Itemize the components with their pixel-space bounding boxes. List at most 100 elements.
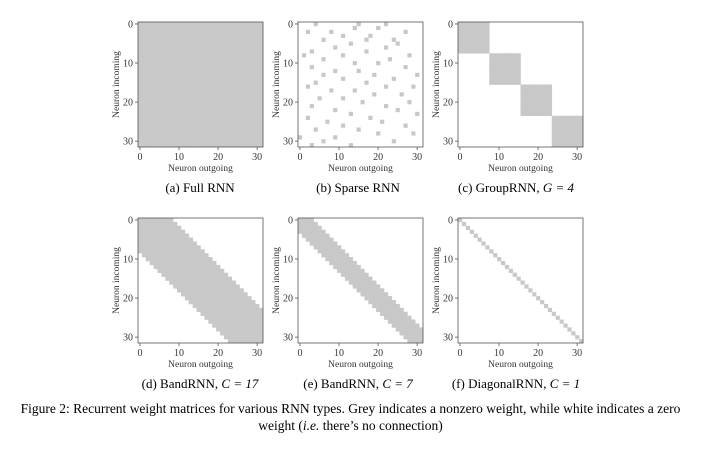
- matrix-cell: [216, 68, 221, 74]
- matrix-cell: [212, 139, 217, 144]
- matrix-cell: [387, 319, 393, 324]
- matrix-cell: [259, 96, 264, 101]
- matrix-cell: [231, 131, 236, 136]
- matrix-cell: [500, 64, 506, 70]
- matrix-cell: [157, 135, 162, 140]
- y-tick-label: 20: [283, 294, 293, 305]
- x-axis-label: Neuron outgoing: [328, 360, 393, 370]
- matrix-cell: [157, 229, 162, 234]
- matrix-cell: [259, 57, 264, 62]
- matrix-cell: [220, 25, 225, 31]
- matrix-cell: [145, 119, 151, 124]
- matrix-cell: [141, 115, 147, 120]
- matrix-cell: [231, 72, 236, 77]
- matrix-cell: [145, 76, 151, 81]
- matrix-cell: [161, 249, 166, 254]
- matrix-cell: [204, 96, 209, 101]
- matrix-cell: [477, 25, 482, 31]
- matrix-cell: [165, 233, 170, 238]
- matrix-cell: [383, 104, 389, 109]
- matrix-cell: [563, 135, 568, 140]
- matrix-cell: [145, 257, 151, 262]
- matrix-cell: [204, 41, 209, 46]
- matrix-cell: [235, 88, 240, 93]
- matrix-cell: [309, 233, 314, 238]
- matrix-cell: [208, 57, 213, 62]
- matrix-cell: [169, 280, 174, 285]
- matrix-cell: [239, 88, 244, 93]
- matrix-cell: [180, 80, 186, 85]
- y-axis-label: Neuron incoming: [432, 247, 442, 314]
- matrix-cell: [192, 25, 197, 31]
- matrix-cell: [555, 115, 560, 120]
- matrix-cell: [161, 123, 166, 128]
- x-tick-label: 10: [334, 152, 344, 163]
- matrix-cell: [247, 25, 252, 31]
- matrix-cell: [188, 53, 193, 58]
- matrix-cell: [411, 84, 416, 89]
- matrix-cell: [555, 123, 560, 128]
- matrix-cell: [243, 80, 248, 85]
- matrix-cell: [477, 33, 482, 38]
- matrix-cell: [227, 111, 233, 117]
- matrix-cell: [196, 84, 201, 89]
- matrix-cell: [216, 143, 221, 148]
- matrix-cell: [165, 80, 170, 85]
- matrix-cell: [145, 229, 151, 234]
- matrix-cell: [173, 80, 178, 85]
- matrix-cell: [469, 29, 474, 35]
- matrix-cell: [220, 76, 225, 81]
- matrix-cell: [247, 143, 252, 148]
- matrix-cell: [165, 57, 170, 62]
- matrix-cell: [383, 307, 389, 313]
- matrix-cell: [161, 233, 166, 238]
- matrix-cell: [184, 72, 190, 77]
- matrix-cell: [243, 119, 248, 124]
- matrix-cell: [208, 115, 213, 120]
- matrix-cell: [192, 61, 197, 66]
- matrix-cell: [184, 288, 190, 293]
- matrix-cell: [188, 131, 193, 136]
- matrix-cell: [184, 276, 190, 281]
- matrix-cell: [376, 303, 381, 309]
- matrix-cell: [216, 45, 221, 50]
- matrix-cell: [169, 22, 174, 27]
- matrix-cell: [173, 123, 178, 128]
- matrix-cell: [188, 45, 193, 50]
- matrix-cell: [196, 249, 201, 254]
- matrix-cell: [411, 339, 416, 344]
- matrix-cell: [512, 80, 517, 85]
- matrix-cell: [360, 288, 365, 293]
- matrix-cell: [192, 300, 197, 305]
- matrix-cell: [309, 64, 314, 70]
- matrix-cell: [141, 104, 147, 109]
- matrix-cell: [243, 303, 248, 309]
- matrix-cell: [372, 292, 377, 297]
- matrix-cell: [169, 111, 174, 117]
- subcaption-c: (c) GroupRNN, G = 4: [426, 180, 606, 196]
- matrix-cell: [243, 327, 248, 332]
- matrix-cell: [372, 72, 377, 77]
- subcaption-f-label: (f): [451, 376, 465, 391]
- matrix-cell: [305, 237, 311, 242]
- matrix-cell: [575, 131, 580, 136]
- y-axis-label: Neuron incoming: [432, 51, 442, 118]
- matrix-cell: [305, 225, 311, 231]
- matrix-cell: [192, 80, 197, 85]
- matrix-cell: [157, 218, 162, 223]
- matrix-cell: [141, 127, 147, 132]
- matrix-cell: [212, 303, 217, 309]
- matrix-cell: [216, 76, 221, 81]
- matrix-cell: [212, 72, 217, 77]
- matrix-cell: [216, 84, 221, 89]
- matrix-cell: [212, 292, 217, 297]
- matrix-cell: [208, 307, 213, 313]
- matrix-cell: [251, 131, 256, 136]
- matrix-cell: [227, 100, 233, 105]
- matrix-cell: [504, 80, 510, 85]
- matrix-cell: [512, 61, 517, 66]
- matrix-cell: [458, 218, 463, 223]
- matrix-cell: [173, 22, 178, 27]
- matrix-cell: [461, 29, 467, 35]
- matrix-cell: [227, 143, 233, 148]
